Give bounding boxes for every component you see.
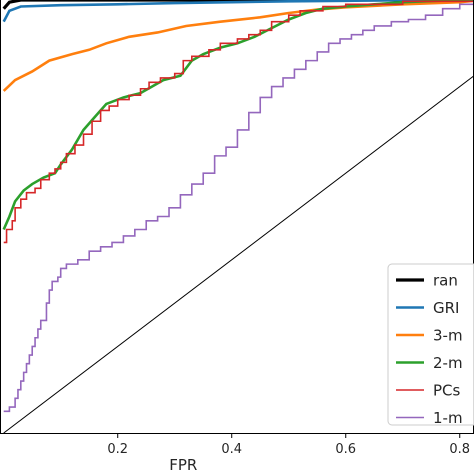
x-tick-label: 0.2	[107, 442, 128, 457]
diagonal-reference-line	[3, 75, 474, 433]
legend-label: ran	[433, 272, 458, 290]
x-tick-label: 0.6	[335, 442, 356, 457]
legend: ran GRI 3-m 2-m PCs 1-m	[387, 263, 474, 427]
legend-label: GRI	[433, 299, 459, 317]
x-tick-label: 0.4	[221, 442, 242, 457]
legend-label: 2-m	[433, 354, 463, 372]
legend-label: PCs	[433, 382, 461, 400]
legend-box	[387, 263, 474, 426]
series-gri-line	[2, 0, 474, 23]
x-axis: 0.2 0.4 0.6 0.8	[107, 433, 470, 457]
legend-label: 1-m	[433, 409, 463, 427]
series-ran-line	[2, 0, 474, 10]
series-1-m-line	[3, 0, 474, 413]
legend-label: 3-m	[433, 327, 463, 345]
x-axis-title: FPR	[169, 456, 197, 474]
series-layer	[2, 0, 474, 433]
x-tick-label: 0.8	[449, 442, 470, 457]
plot-area	[0, 0, 474, 434]
series-pcs-line	[3, 0, 474, 244]
